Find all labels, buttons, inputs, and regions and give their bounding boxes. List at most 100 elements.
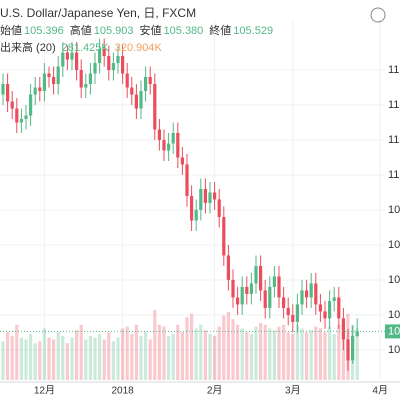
candle-body	[314, 283, 318, 305]
volume-bar	[314, 326, 318, 380]
price-label-box	[385, 324, 400, 339]
volume-bar	[236, 324, 240, 380]
volume-bar	[61, 335, 65, 380]
y-tick-label: 10	[388, 204, 400, 216]
candle-body	[208, 192, 212, 203]
volume-bar	[10, 335, 14, 380]
volume-bar	[56, 332, 60, 380]
volume-bar	[318, 328, 322, 380]
volume-bar	[199, 324, 203, 380]
volume-bar	[305, 332, 309, 380]
candle-body	[259, 265, 263, 291]
candle-body	[226, 255, 230, 280]
volume-bar	[79, 324, 83, 380]
candle-body	[194, 209, 198, 221]
volume-bar	[217, 326, 221, 380]
candle-body	[56, 66, 60, 85]
volume-bar	[70, 337, 74, 380]
candle-body	[65, 52, 69, 60]
volume-bar	[88, 335, 92, 380]
candle-body	[33, 87, 37, 95]
candle-body	[190, 195, 194, 221]
volume-bar	[208, 333, 212, 380]
candle-body	[107, 56, 111, 71]
ohlc-label: 高値	[70, 23, 92, 37]
candle-body	[295, 304, 299, 322]
volume-bar	[134, 324, 138, 380]
candle-body	[272, 276, 276, 287]
candle-body	[134, 94, 138, 109]
volume-bar	[1, 341, 5, 380]
volume-bar	[300, 328, 304, 380]
volume-bar	[148, 339, 152, 380]
candle-body	[222, 216, 226, 256]
y-tick-label: 11	[388, 64, 399, 76]
volume-bars	[1, 310, 359, 380]
candle-body	[185, 164, 189, 196]
volume-bar	[167, 335, 171, 380]
candle-body	[199, 188, 203, 210]
volume-bar	[337, 324, 341, 380]
volume-bar	[240, 328, 244, 380]
candle-body	[29, 94, 33, 116]
candle-body	[263, 290, 267, 308]
candle-body	[231, 279, 235, 298]
ohlc-value: 105.380	[164, 25, 204, 37]
volume-value: 281.425K	[62, 42, 110, 54]
candle-body	[42, 73, 46, 92]
candle-body	[245, 286, 249, 294]
y-tick-label: 11	[388, 169, 399, 181]
candle-body	[213, 192, 217, 200]
candle-body	[277, 276, 281, 298]
volume-bar	[24, 339, 28, 380]
y-tick-label: 10	[388, 274, 400, 286]
ohlc-label: 安値	[140, 23, 162, 37]
settings-icon[interactable]	[370, 7, 386, 23]
candle-body	[38, 87, 42, 92]
x-tick-label: 4月	[372, 385, 388, 397]
y-tick-label: 11	[388, 99, 399, 111]
volume-bar	[268, 328, 272, 380]
volume-bar	[171, 333, 175, 380]
candle-body	[309, 283, 313, 298]
ohlc-value: 105.529	[233, 25, 273, 37]
volume-bar	[185, 317, 189, 380]
candle-body	[171, 133, 175, 144]
candle-body	[130, 87, 134, 95]
candle-body	[332, 297, 336, 301]
candle-body	[240, 286, 244, 305]
candle-body	[125, 73, 129, 88]
price-label: 10	[388, 325, 400, 337]
volume-bar	[222, 315, 226, 380]
candle-body	[1, 84, 5, 95]
volume-bar	[111, 341, 115, 380]
volume-bar	[107, 332, 111, 380]
volume-bar	[29, 333, 33, 380]
header: U.S. Dollar/Japanese Yen, 日, FXCM 始値 105.…	[0, 6, 273, 54]
candle-body	[337, 297, 341, 319]
candle-body	[254, 265, 258, 284]
candle-body	[79, 70, 83, 88]
volume-bar	[144, 332, 148, 380]
candle-body	[180, 157, 184, 165]
volume-bar	[139, 335, 143, 380]
volume-bar	[328, 326, 332, 380]
volume-bar	[47, 337, 51, 380]
candle-body	[355, 331, 359, 337]
x-tick-label: 12月	[34, 385, 55, 397]
candle-body	[116, 56, 120, 64]
volume-bar	[259, 322, 263, 380]
volume-bar	[125, 326, 129, 380]
candle-body	[102, 49, 106, 57]
volume-bar	[93, 337, 97, 380]
candle-body	[162, 140, 166, 151]
volume-bar	[121, 328, 125, 380]
candle-body	[70, 52, 74, 60]
candle-body	[52, 77, 56, 85]
candle-body	[84, 84, 88, 88]
candle-body	[282, 297, 286, 308]
candle-body	[300, 290, 304, 305]
candle-body	[47, 73, 51, 78]
candle-body	[19, 119, 23, 123]
candle-body	[346, 339, 350, 361]
